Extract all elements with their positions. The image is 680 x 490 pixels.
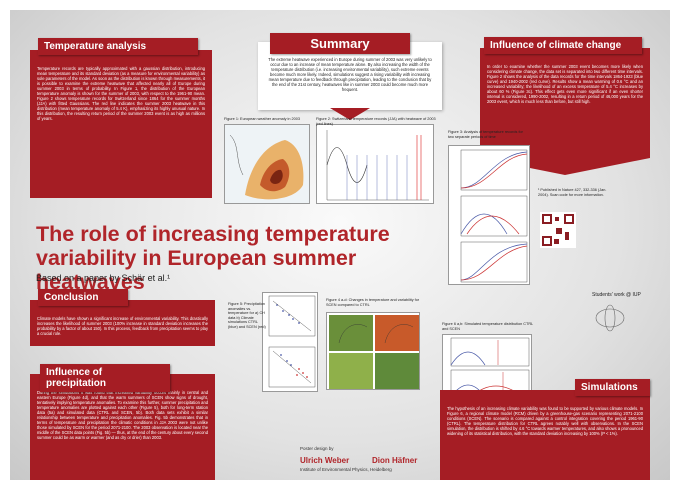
precipitation-heading: Influence of precipitation: [40, 364, 170, 392]
poster-subtitle: Based on a paper by Schär et al.¹: [36, 273, 171, 283]
reference: ¹ Published in Nature 427, 332-336 (Jan.…: [538, 188, 607, 197]
summary-body: The extreme heatwave experienced in Euro…: [268, 57, 432, 92]
summary-heading: Summary: [270, 33, 410, 54]
fig4-caption: Figure 4 a-d: Changes in temperature and…: [326, 298, 420, 307]
fig2-caption: Figure 3: Analysis of temperature record…: [448, 130, 523, 139]
author-one: Ulrich Weber: [300, 456, 350, 465]
climate-body: In order to examine whether the summer 2…: [487, 64, 643, 104]
conclusion-panel: Climate models have shown a significant …: [30, 300, 215, 346]
conclusion-heading: Conclusion: [38, 289, 128, 306]
fig1-caption: Figure 1: European weather anomaly in 20…: [224, 117, 300, 121]
climate-heading: Influence of climate change: [484, 37, 642, 54]
students-work: Students' work @ IUP: [592, 292, 641, 298]
conclusion-body: Climate models have shown a significant …: [37, 316, 208, 336]
institute: Institute of Environmental Physics, Heid…: [300, 467, 392, 472]
author-two: Dion Häfner: [372, 456, 418, 465]
fig4-maps: [326, 312, 420, 390]
temperature-body: Temperature records are typically approx…: [37, 66, 205, 121]
simulations-body: The hypothesis of an increasing climate …: [447, 406, 643, 436]
fig6-caption: Figure 6 a,b: Simulated temperature dist…: [442, 322, 534, 331]
simulations-heading: Simulations: [575, 379, 650, 396]
temperature-heading: Temperature analysis: [38, 38, 198, 55]
students-logo: [595, 304, 625, 332]
summary-arrow: [330, 108, 370, 120]
qr-code: [540, 212, 576, 248]
temperature-panel: Temperature records are typically approx…: [30, 50, 212, 198]
fig3-chart: [316, 124, 434, 204]
precipitation-body: During the simulations it was found that…: [37, 390, 208, 440]
fig1-map: [224, 124, 310, 204]
design-label: Poster design by: [300, 446, 334, 451]
simulations-panel: The hypothesis of an increasing climate …: [440, 390, 650, 480]
poster-title: The role of increasing temperature varia…: [36, 222, 390, 294]
fig2-chart: [448, 145, 530, 285]
fig5-chart: [262, 292, 318, 392]
fig5-caption: Figure 5: Precipitation anomalies vs. te…: [228, 302, 266, 329]
fig3-caption: Figure 2: Switzerland temperature record…: [316, 117, 436, 126]
climate-panel: In order to examine whether the summer 2…: [480, 48, 650, 156]
